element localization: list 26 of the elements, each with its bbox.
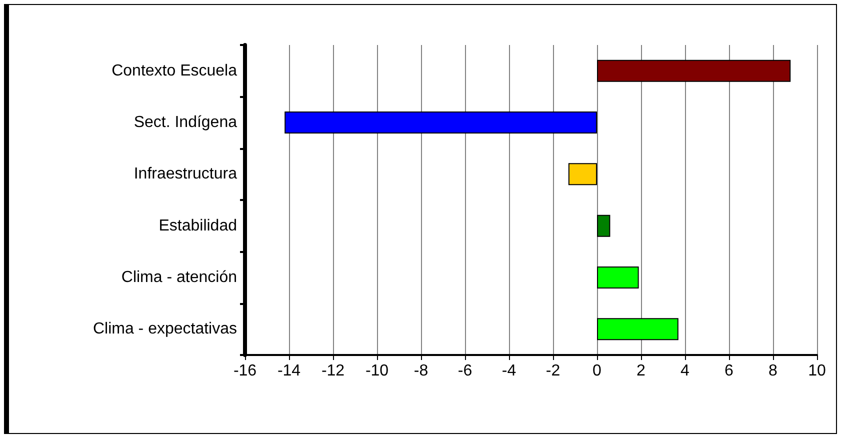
x-tick-label: -2 <box>546 362 560 380</box>
y-tick-label: Infraestructura <box>134 166 238 183</box>
y-tick-label: Clima - atención <box>121 269 237 286</box>
x-tick-label: -14 <box>277 362 301 380</box>
x-tick-label: -12 <box>321 362 345 380</box>
y-tick-label: Sect. Indígena <box>134 114 238 131</box>
x-tick-label: 4 <box>680 362 690 380</box>
x-tick-label: -6 <box>458 362 472 380</box>
x-tick-label: 2 <box>636 362 646 380</box>
x-tick-label: 0 <box>592 362 602 380</box>
y-tick-label: Clima - expectativas <box>92 320 237 338</box>
x-tick-label: 8 <box>768 362 778 380</box>
bar <box>597 266 639 288</box>
bar <box>597 60 791 82</box>
x-tick-label: -4 <box>502 362 516 380</box>
x-tick-label: -16 <box>233 362 257 380</box>
bar <box>568 163 597 186</box>
x-tick-label: 6 <box>724 362 734 380</box>
x-tick-label: -8 <box>414 362 428 380</box>
y-tick-label: Contexto Escuela <box>112 62 238 80</box>
bar <box>597 318 678 340</box>
x-tick-label: -10 <box>365 362 389 380</box>
bar <box>597 214 610 237</box>
x-tick-label: 10 <box>808 362 826 380</box>
bar <box>284 112 597 134</box>
y-tick-label: Estabilidad <box>158 217 237 234</box>
